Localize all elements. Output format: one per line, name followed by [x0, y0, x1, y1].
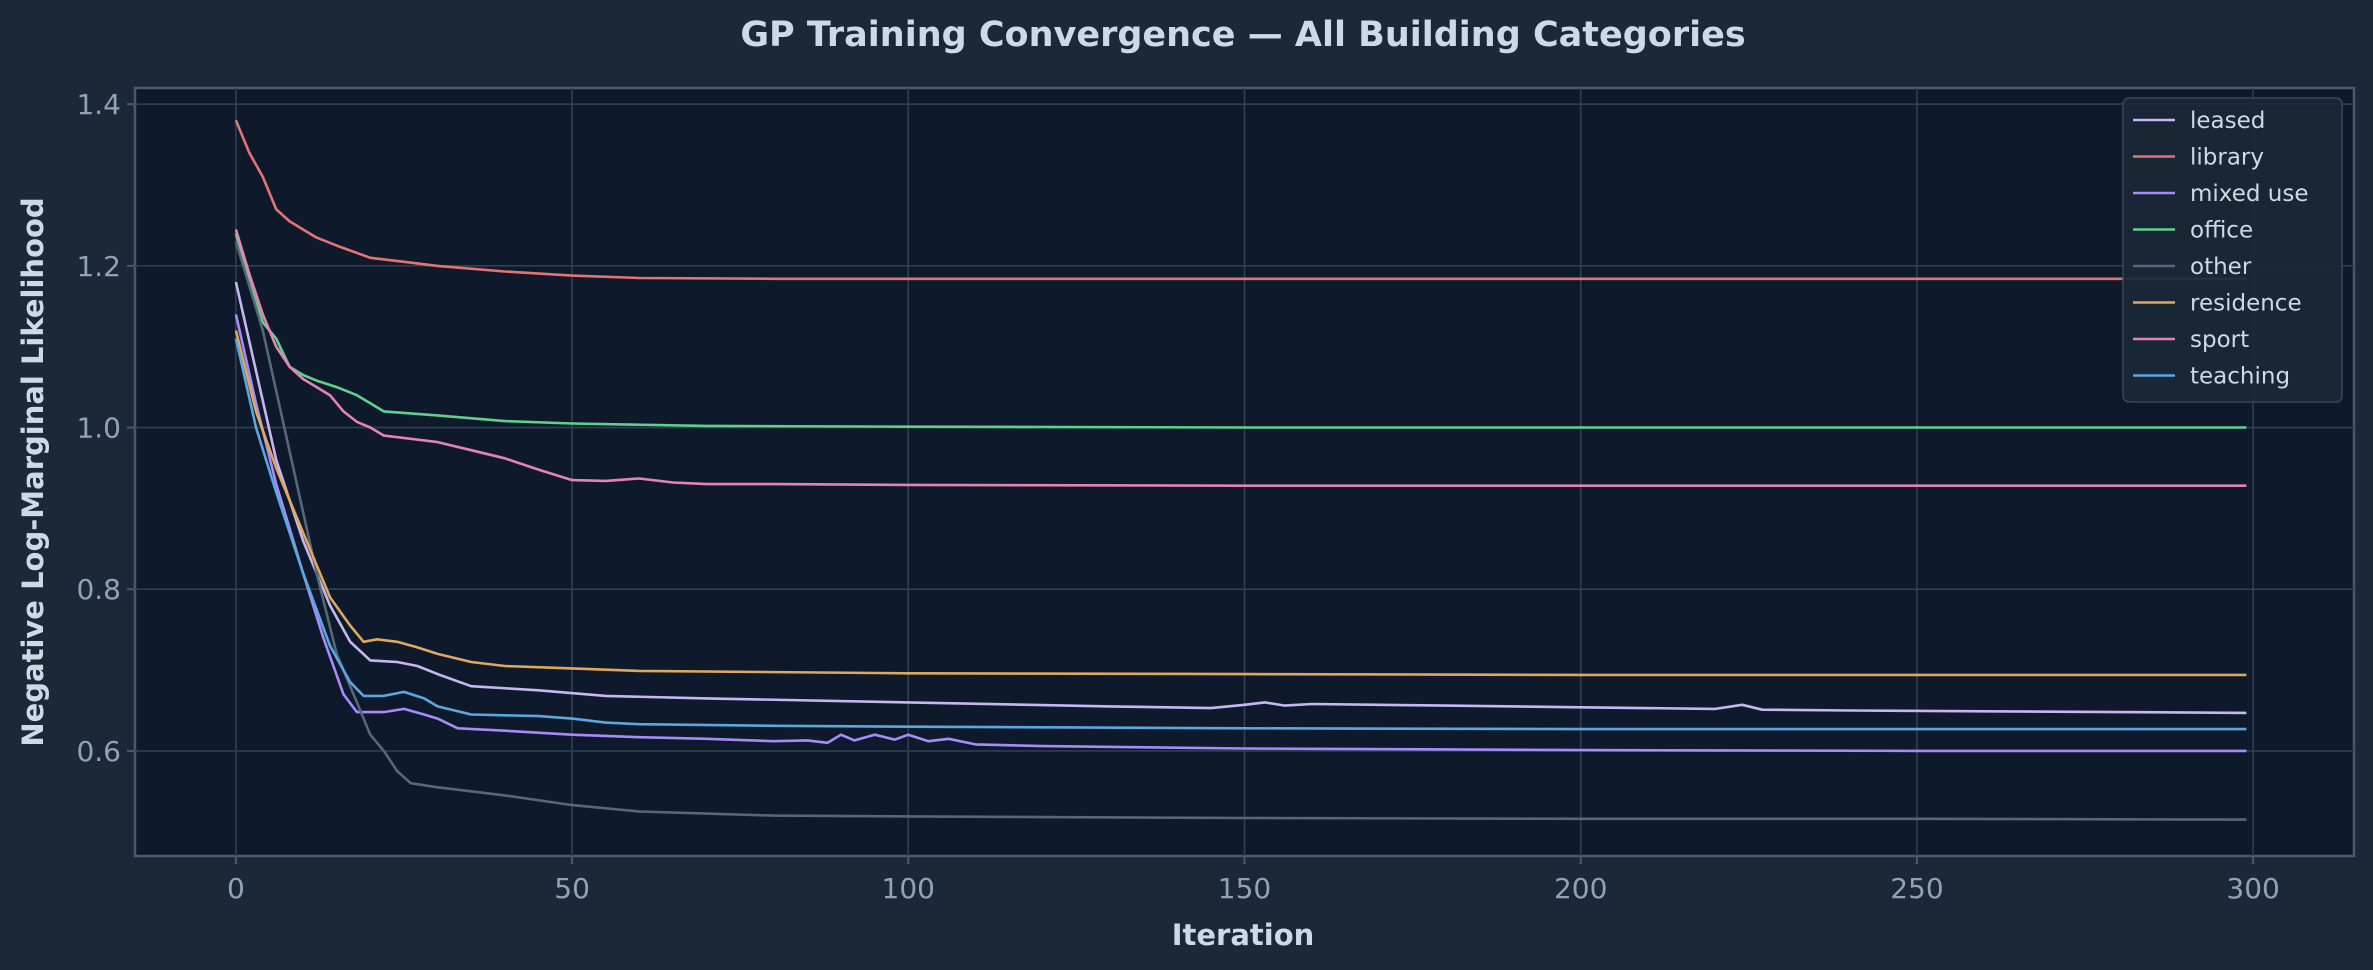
legend-label-sport: sport [2190, 327, 2249, 353]
legend-label-mixed-use: mixed use [2190, 181, 2308, 207]
y-tick-label: 1.2 [76, 250, 121, 283]
x-tick-label: 100 [882, 872, 935, 905]
series-line-other [234, 241, 2247, 821]
legend-label-residence: residence [2190, 291, 2302, 317]
y-tick-label: 1.0 [76, 412, 121, 445]
x-tick-label: 50 [554, 872, 590, 905]
x-tick-label: 300 [2226, 872, 2279, 905]
legend-label-teaching: teaching [2190, 364, 2290, 390]
legend-label-library: library [2190, 145, 2264, 171]
series-line-residence [234, 330, 2247, 677]
chart-title: GP Training Convergence — All Building C… [740, 15, 1745, 55]
y-tick-label: 1.4 [76, 88, 121, 121]
y-tick-label: 0.6 [76, 735, 121, 768]
series-line-teaching [234, 338, 2247, 731]
series-lines [234, 119, 2247, 821]
x-tick-label: 200 [1554, 872, 1607, 905]
series-line-library [234, 119, 2247, 281]
series-line-leased [234, 281, 2247, 715]
legend-label-office: office [2190, 218, 2253, 244]
legend-box [2122, 97, 2343, 403]
x-tick-label: 250 [1890, 872, 1943, 905]
series-line-office [234, 233, 2247, 429]
y-tick-label: 0.8 [76, 573, 121, 606]
y-axis-label: Negative Log-Marginal Likelihood [16, 197, 50, 746]
series-line-sport [234, 229, 2247, 487]
x-tick-label: 150 [1218, 872, 1271, 905]
tick-labels: 0 50 100 150 200 250 300 0.6 0.8 1.0 1.2 1.4 [76, 88, 2279, 905]
x-tick-label: 0 [227, 872, 245, 905]
legend-label-leased: leased [2190, 108, 2265, 134]
legend: leased library mixed use office other residen… [2122, 97, 2343, 403]
x-axis-label: Iteration [1172, 918, 1315, 952]
legend-label-other: other [2190, 254, 2252, 280]
series-line-mixed-use [234, 314, 2247, 753]
